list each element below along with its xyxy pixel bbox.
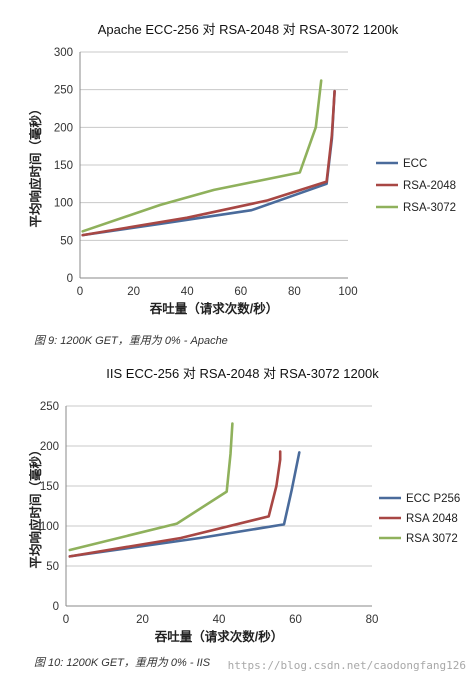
x-tick-label: 40	[181, 286, 194, 298]
watermark: https://blog.csdn.net/caodongfang126	[227, 659, 466, 672]
y-tick-label: 100	[40, 521, 59, 533]
legend-label-rsa-2048: RSA-2048	[403, 180, 456, 192]
series-line-rsa-3072	[81, 79, 323, 233]
series-line-rsa-2048	[68, 450, 282, 558]
caption-figure-10: 图 10: 1200K GET，重用为 0% - IIS	[34, 657, 211, 669]
x-axis-label: 吞吐量（请求次数/秒）	[154, 629, 283, 644]
y-tick-label: 150	[40, 481, 59, 493]
y-tick-label: 200	[54, 122, 73, 134]
y-tick-label: 0	[67, 273, 73, 285]
chart-iis: 0 50 100 150 200 250 0 20 40 60 80 IIS ECC-256 对 RS…	[28, 366, 460, 644]
y-tick-label: 50	[46, 561, 59, 573]
chart-apache: 0 50 100 150 200 250 300 0 20 40 60 80 100 Apache ECC…	[28, 22, 456, 316]
chart-title: Apache ECC-256 对 RSA-2048 对 RSA-3072 120…	[98, 22, 399, 37]
x-tick-label: 40	[213, 614, 226, 626]
legend-label-ecc-p256: ECC P256	[406, 493, 460, 505]
chart-title: IIS ECC-256 对 RSA-2048 对 RSA-3072 1200k	[106, 366, 379, 381]
y-tick-label: 250	[40, 401, 59, 413]
y-tick-label: 50	[60, 235, 73, 247]
caption-figure-9: 图 9: 1200K GET，重用为 0% - Apache	[34, 335, 228, 347]
y-tick-label: 250	[54, 85, 73, 97]
legend-label-rsa-2048: RSA 2048	[406, 513, 458, 525]
y-axis-label: 平均响应时间（毫秒）	[28, 443, 43, 568]
x-tick-label: 80	[366, 614, 379, 626]
legend-label-ecc: ECC	[403, 158, 427, 170]
y-tick-label: 300	[54, 47, 73, 59]
x-tick-label: 20	[136, 614, 149, 626]
y-tick-label: 0	[53, 601, 59, 613]
x-tick-label: 60	[289, 614, 302, 626]
legend-label-rsa-3072: RSA-3072	[403, 202, 456, 214]
y-tick-label: 150	[54, 160, 73, 172]
x-tick-label: 0	[77, 286, 83, 298]
series-line-ecc-p256	[68, 451, 301, 558]
series-line-rsa-2048	[81, 89, 336, 237]
x-tick-label: 20	[127, 286, 140, 298]
legend-label-rsa-3072: RSA 3072	[406, 533, 458, 545]
y-tick-label: 100	[54, 198, 73, 210]
y-tick-label: 200	[40, 441, 59, 453]
y-axis-label: 平均响应时间（毫秒）	[28, 102, 43, 227]
series-line-rsa-3072	[68, 422, 234, 552]
x-tick-label: 60	[234, 286, 247, 298]
x-tick-label: 0	[63, 614, 69, 626]
x-tick-label: 80	[288, 286, 301, 298]
x-tick-label: 100	[338, 286, 357, 298]
x-axis-label: 吞吐量（请求次数/秒）	[149, 301, 278, 316]
